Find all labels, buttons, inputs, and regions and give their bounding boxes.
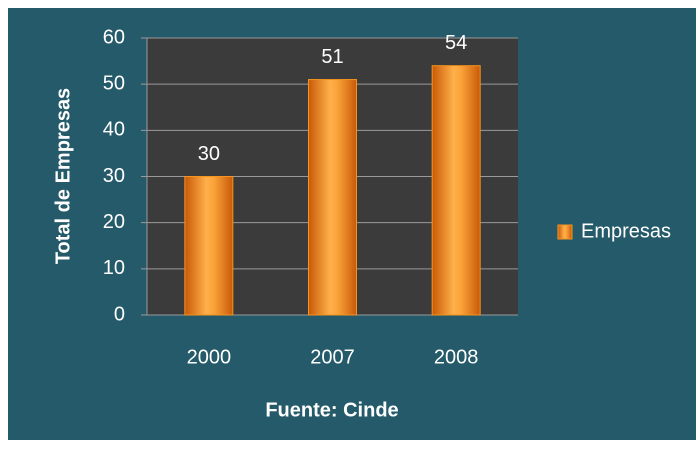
bar <box>431 65 481 316</box>
y-tick-label: 10 <box>103 257 125 279</box>
bar <box>184 176 234 316</box>
x-tick-label: 2008 <box>434 346 479 368</box>
data-label: 30 <box>198 143 220 165</box>
y-tick-label: 0 <box>114 303 125 325</box>
data-label: 51 <box>321 46 343 68</box>
y-axis-title: Total de Empresas <box>52 88 74 264</box>
legend-swatch <box>557 224 573 240</box>
y-tick-label: 20 <box>103 211 125 233</box>
x-tick-label: 2000 <box>187 346 232 368</box>
legend-label: Empresas <box>581 220 671 242</box>
y-tick-label: 60 <box>103 26 125 48</box>
x-axis-title: Fuente: Cinde <box>265 399 398 421</box>
bar <box>308 79 357 316</box>
y-tick-label: 30 <box>103 165 125 187</box>
y-tick-label: 40 <box>103 119 125 141</box>
y-tick-label: 50 <box>103 72 125 94</box>
data-label: 54 <box>445 32 467 54</box>
x-tick-label: 2007 <box>310 346 355 368</box>
